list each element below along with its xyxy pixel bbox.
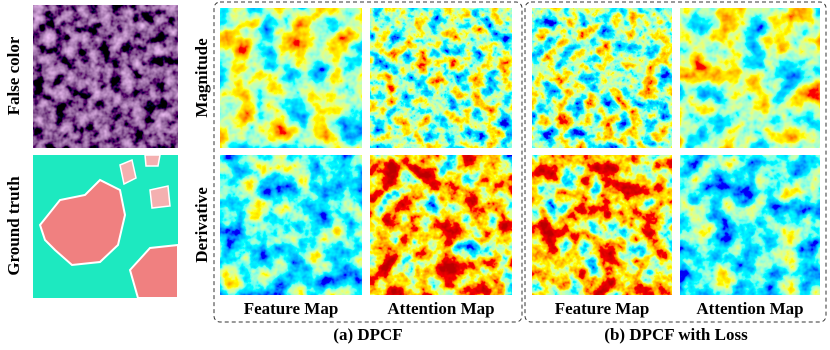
heatmaps: [220, 8, 820, 295]
panel-caption: (b) DPCF with Loss: [604, 325, 748, 344]
row-label: Magnitude: [192, 38, 211, 118]
panel-caption: (a) DPCF: [333, 325, 402, 344]
row-label: False color: [4, 36, 23, 115]
row-label: Derivative: [192, 187, 211, 263]
column-label: Attention Map: [387, 299, 494, 318]
column-label: Attention Map: [696, 299, 803, 318]
panel-b-frame: [524, 1, 827, 323]
false-color-image: [33, 5, 178, 148]
row-label: Ground truth: [4, 176, 23, 276]
panel-a-frame: [213, 1, 523, 323]
ground-truth-image: [33, 154, 179, 299]
column-label: Feature Map: [244, 299, 339, 318]
column-label: Feature Map: [555, 299, 650, 318]
